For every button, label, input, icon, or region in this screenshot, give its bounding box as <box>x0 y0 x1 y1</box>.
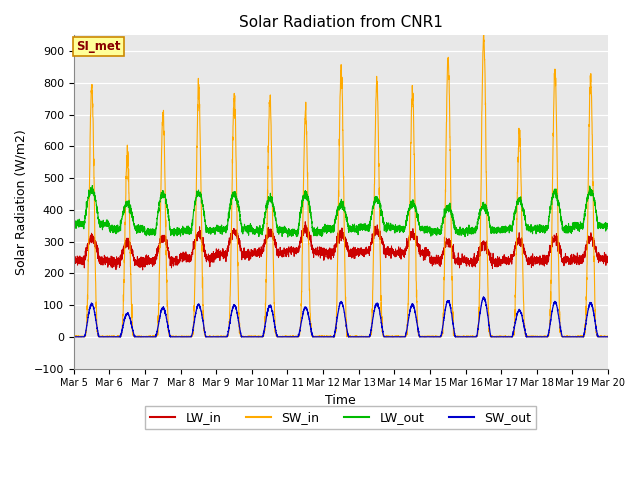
SW_in <box>491 333 499 339</box>
SW_out <box>604 334 611 340</box>
LW_out <box>461 228 468 233</box>
SW_in <box>461 334 468 339</box>
SW_out <box>480 294 488 300</box>
SW_out <box>461 334 468 340</box>
SW_out <box>604 334 612 340</box>
LW_in <box>139 267 147 273</box>
LW_out <box>431 227 439 233</box>
SW_in <box>166 334 173 339</box>
LW_out <box>284 234 292 240</box>
LW_out <box>70 223 77 228</box>
Legend: LW_in, SW_in, LW_out, SW_out: LW_in, SW_in, LW_out, SW_out <box>145 406 536 429</box>
SW_out <box>70 334 77 340</box>
LW_in <box>321 254 329 260</box>
LW_out <box>166 226 173 232</box>
LW_out <box>491 229 499 235</box>
Title: Solar Radiation from CNR1: Solar Radiation from CNR1 <box>239 15 443 30</box>
SW_out <box>321 334 328 340</box>
SW_in <box>431 334 439 339</box>
SW_in <box>321 334 328 339</box>
SW_in <box>604 334 611 340</box>
Line: LW_in: LW_in <box>74 222 608 270</box>
Line: SW_in: SW_in <box>74 29 608 337</box>
Text: SI_met: SI_met <box>76 40 121 53</box>
SW_in <box>604 334 612 340</box>
LW_in <box>431 257 439 263</box>
LW_out <box>604 223 611 228</box>
SW_out <box>166 332 173 337</box>
LW_in <box>301 219 309 225</box>
Line: SW_out: SW_out <box>74 297 608 337</box>
LW_out <box>604 221 612 227</box>
Y-axis label: Solar Radiation (W/m2): Solar Radiation (W/m2) <box>15 129 28 275</box>
SW_out <box>431 334 438 340</box>
Line: LW_out: LW_out <box>74 186 608 237</box>
LW_in <box>604 253 612 259</box>
LW_in <box>604 255 611 261</box>
LW_out <box>321 221 329 227</box>
SW_out <box>491 334 499 340</box>
SW_in <box>343 334 351 340</box>
X-axis label: Time: Time <box>326 394 356 407</box>
LW_in <box>70 262 77 267</box>
LW_out <box>88 183 96 189</box>
LW_in <box>491 258 499 264</box>
LW_in <box>166 254 173 260</box>
LW_in <box>461 253 468 259</box>
SW_in <box>480 26 488 32</box>
SW_in <box>70 334 77 339</box>
